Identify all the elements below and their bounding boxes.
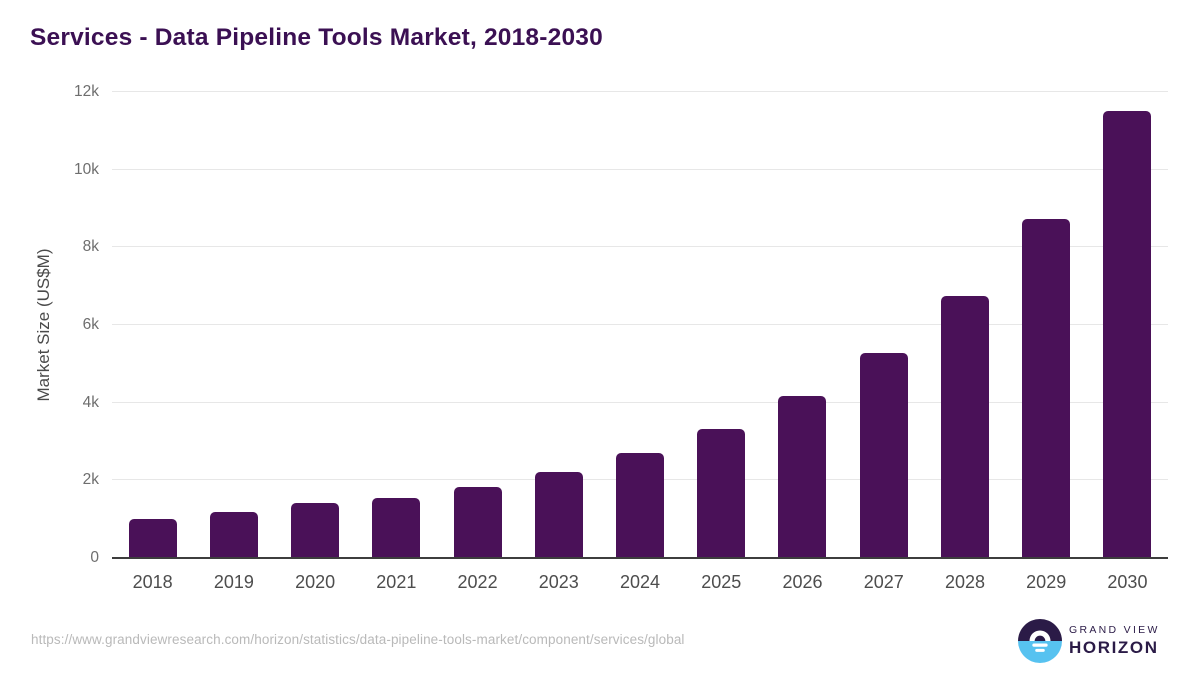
x-tick-label-2018: 2018 [132,572,173,592]
bar-series [112,92,1168,558]
x-tick-label-2028: 2028 [944,572,985,592]
bar-column-2023 [518,92,599,558]
bar-2024[interactable] [616,453,665,558]
y-axis-tick-labels: 0 2k 4k 6k 8k 10k 12k [29,83,99,566]
chart-title: Services - Data Pipeline Tools Market, 2… [30,24,603,51]
logo-text-horizon: HORIZON [1069,638,1159,657]
bar-column-2024 [599,92,680,558]
bar-2023[interactable] [534,471,583,558]
bar-column-2022 [437,92,518,558]
gridline-4k [112,401,1168,403]
x-tick-label-2026: 2026 [782,572,823,592]
y-tick-label-0: 0 [90,549,99,566]
bar-column-2029 [1006,92,1087,558]
bar-2019[interactable] [209,512,258,558]
logo-text-grand-view: GRAND VIEW [1069,624,1160,636]
bar-2025[interactable] [697,428,746,558]
x-tick-label-2023: 2023 [538,572,579,592]
bar-2020[interactable] [291,502,340,558]
y-tick-label-2k: 2k [82,471,99,489]
bar-2021[interactable] [372,497,421,558]
x-tick-label-2020: 2020 [295,572,336,592]
bar-2026[interactable] [778,396,827,558]
bar-column-2019 [193,92,274,558]
bar-column-2021 [356,92,437,558]
bar-column-2026 [762,92,843,558]
gridline-6k [112,324,1168,325]
x-tick-label-2019: 2019 [213,572,254,592]
y-tick-label-12k: 12k [74,83,99,100]
gridline-10k [112,168,1168,170]
y-tick-label-6k: 6k [82,316,99,333]
x-tick-label-2030: 2030 [1107,572,1148,592]
bar-column-2027 [843,92,924,558]
logo-text: GRAND VIEW HORIZON [1069,624,1160,658]
x-tick-label-2027: 2027 [863,572,904,592]
bar-2028[interactable] [940,295,989,558]
bar-column-2028 [924,92,1005,558]
gridline-12k [112,91,1168,92]
x-tick-label-2024: 2024 [620,572,661,592]
y-tick-label-4k: 4k [82,393,99,411]
x-axis-tick-labels: 2018 2019 2020 2021 2022 2023 2024 2025 2026 2027… [112,572,1168,592]
bar-2018[interactable] [128,519,177,558]
horizon-sunrise-circle-icon [1018,619,1062,663]
bar-column-2018 [112,92,193,558]
bar-2030[interactable] [1103,111,1152,558]
bar-2027[interactable] [859,352,908,558]
bar-column-2030 [1087,92,1168,558]
x-tick-label-2029: 2029 [1026,572,1067,592]
y-tick-label-8k: 8k [82,238,99,256]
gridline-8k [112,246,1168,248]
y-tick-label-10k: 10k [74,160,99,178]
x-tick-label-2022: 2022 [457,572,498,592]
bar-column-2025 [681,92,762,558]
bar-2029[interactable] [1022,219,1071,558]
bar-column-2020 [274,92,355,558]
x-tick-label-2021: 2021 [376,572,417,592]
x-axis-line [112,557,1168,559]
bar-2022[interactable] [453,486,502,558]
plot-area [112,91,1168,558]
x-tick-label-2025: 2025 [701,572,742,592]
source-url: https://www.grandviewresearch.com/horizo… [31,632,685,647]
brand-logo: GRAND VIEW HORIZON [1018,619,1160,663]
